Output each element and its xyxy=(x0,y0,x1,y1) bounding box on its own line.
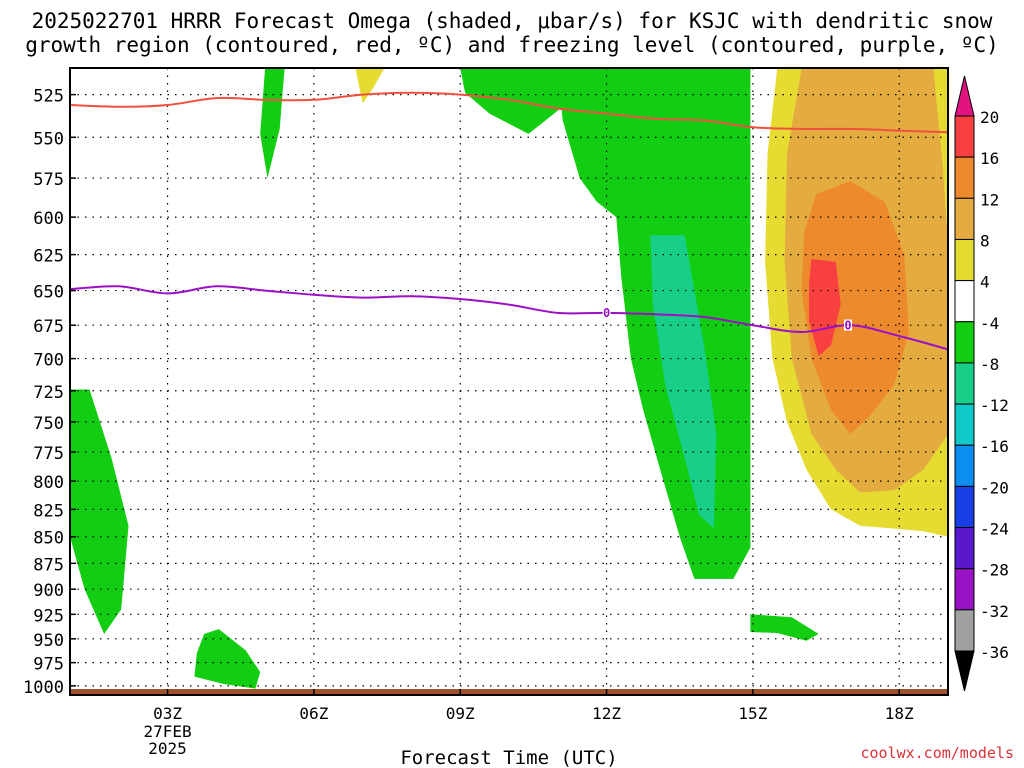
y-tick-label: 925 xyxy=(33,606,64,626)
x-tick-label: 06Z xyxy=(299,704,328,723)
freezing-contour-label: 0 xyxy=(603,306,610,320)
y-tick-label: 975 xyxy=(33,655,64,675)
y-tick-label: 700 xyxy=(33,351,64,371)
colorbar-label: -4 xyxy=(980,314,999,333)
colorbar-label: -32 xyxy=(980,602,1009,621)
chart-title-line-2: growth region (contoured, red, ºC) and f… xyxy=(25,33,999,57)
omega-region xyxy=(801,181,909,434)
omega-region xyxy=(557,68,751,579)
x-tick-label: 15Z xyxy=(738,704,767,723)
colorbar-top-arrow xyxy=(954,75,975,117)
omega-region xyxy=(650,235,717,529)
x-tick-label: 12Z xyxy=(592,704,621,723)
y-tick-label: 650 xyxy=(33,283,64,303)
colorbar-label: -20 xyxy=(980,478,1009,497)
plot-frame xyxy=(69,67,949,696)
colorbar-label: 12 xyxy=(980,190,999,209)
x-date-label: 2025 xyxy=(148,739,187,758)
omega-region xyxy=(355,68,385,104)
colorbar-label: 16 xyxy=(980,149,999,168)
colorbar-segment xyxy=(954,527,975,570)
y-tick-label: 950 xyxy=(33,631,64,651)
y-tick-label: 550 xyxy=(33,129,64,149)
colorbar-label: -36 xyxy=(980,643,1009,662)
colorbar-label: -28 xyxy=(980,561,1009,580)
colorbar-segment xyxy=(954,280,975,323)
omega-region xyxy=(809,259,841,356)
colorbar-label: -24 xyxy=(980,520,1009,539)
y-tick-label: 875 xyxy=(33,555,64,575)
colorbar-segment xyxy=(954,485,975,529)
colorbar-segment xyxy=(954,568,975,611)
omega-region xyxy=(260,68,285,179)
x-tick-label: 09Z xyxy=(446,704,475,723)
y-tick-label: 850 xyxy=(33,529,64,549)
x-tick-label: 03Z xyxy=(153,704,182,723)
source-credit[interactable]: coolwx.com/models xyxy=(860,744,1014,762)
y-tick-label: 625 xyxy=(33,247,64,267)
x-tick-label: 18Z xyxy=(885,704,914,723)
plot-area: 00 xyxy=(70,68,948,695)
colorbar-segment xyxy=(954,238,975,282)
y-tick-label: 800 xyxy=(33,473,64,493)
y-tick-label: 575 xyxy=(33,170,64,190)
colorbar-label: 4 xyxy=(980,273,990,292)
y-tick-label: 1000 xyxy=(23,678,64,698)
x-date-label: 27FEB xyxy=(143,722,191,741)
colorbar-label: 8 xyxy=(980,231,990,250)
y-tick-label: 750 xyxy=(33,414,64,434)
freezing-level-contour-line xyxy=(70,285,948,351)
y-tick-label: 900 xyxy=(33,581,64,601)
colorbar-segment xyxy=(954,362,975,405)
colorbar-segment xyxy=(954,444,975,487)
colorbar-segment xyxy=(954,197,975,240)
y-tick-label: 525 xyxy=(33,87,64,107)
colorbar-label: -16 xyxy=(980,437,1009,456)
x-axis-label: Forecast Time (UTC) xyxy=(400,747,617,768)
colorbar-label: -8 xyxy=(980,355,999,374)
omega-region xyxy=(70,389,129,634)
chart-title-line-1: 2025022701 HRRR Forecast Omega (shaded, … xyxy=(31,9,993,33)
omega-region xyxy=(194,629,261,689)
omega-region xyxy=(750,614,819,641)
y-tick-label: 600 xyxy=(33,209,64,229)
y-tick-label: 725 xyxy=(33,383,64,403)
colorbar-segment xyxy=(954,115,975,158)
colorbar-segment xyxy=(954,156,975,199)
colorbar-segment xyxy=(954,403,975,446)
dgz-contour-line xyxy=(70,91,948,134)
colorbar-segment xyxy=(954,321,975,364)
y-tick-label: 775 xyxy=(33,444,64,464)
colorbar-bottom-arrow xyxy=(954,650,975,692)
colorbar-segment xyxy=(954,609,975,652)
y-tick-label: 675 xyxy=(33,317,64,337)
freezing-label-bg xyxy=(844,319,853,331)
y-tick-label: 825 xyxy=(33,501,64,521)
freezing-contour-label: 0 xyxy=(844,319,851,333)
freezing-label-bg xyxy=(602,306,611,318)
colorbar-label: 20 xyxy=(980,108,999,127)
colorbar-label: -12 xyxy=(980,396,1009,415)
